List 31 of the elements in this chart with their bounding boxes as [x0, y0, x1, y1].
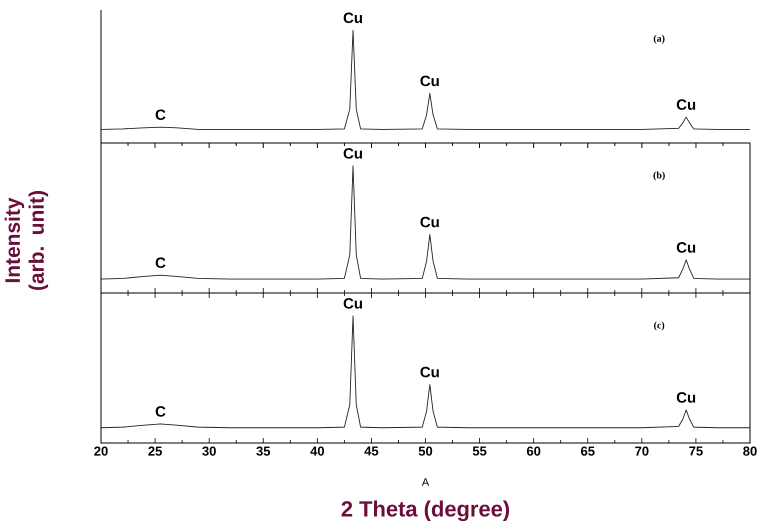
x-axis-title: 2 Theta (degree) — [342, 500, 510, 522]
annotation: (c) — [654, 321, 664, 331]
annotation: Cu — [344, 12, 362, 24]
annotation: Cu — [344, 148, 362, 159]
x-tick-label: 30 — [202, 446, 216, 456]
annotation: Cu — [676, 99, 696, 110]
x-tick-label: 20 — [94, 446, 108, 456]
x-tick-label: 70 — [635, 446, 649, 456]
x-tick-label: 60 — [526, 446, 540, 456]
annotation: (a) — [654, 34, 665, 44]
annotation: C — [156, 257, 166, 268]
annotation: Cu — [420, 366, 439, 378]
annotation: Cu — [420, 76, 439, 86]
x-tick-label: 65 — [581, 446, 595, 456]
x-tick-label: 75 — [689, 446, 703, 456]
annotation: Cu — [344, 298, 362, 309]
annotation: C — [156, 109, 166, 120]
annotation: (b) — [653, 171, 665, 181]
x-tick-label: 55 — [472, 446, 486, 456]
x-tick-label: 45 — [364, 446, 378, 456]
x-tick-label: 35 — [256, 446, 270, 456]
annotation: Cu — [676, 242, 696, 253]
annotation: C — [156, 406, 166, 417]
x-tick-label: 50 — [418, 446, 432, 456]
x-tick-label: 25 — [148, 446, 162, 456]
text: A — [422, 478, 430, 486]
x-tick-label: 80 — [743, 446, 757, 456]
annotation: Cu — [420, 216, 439, 228]
annotation: Cu — [676, 392, 696, 403]
x-tick-label: 40 — [310, 446, 324, 456]
y-axis-title: Intensity (arb. unit) — [4, 190, 48, 290]
